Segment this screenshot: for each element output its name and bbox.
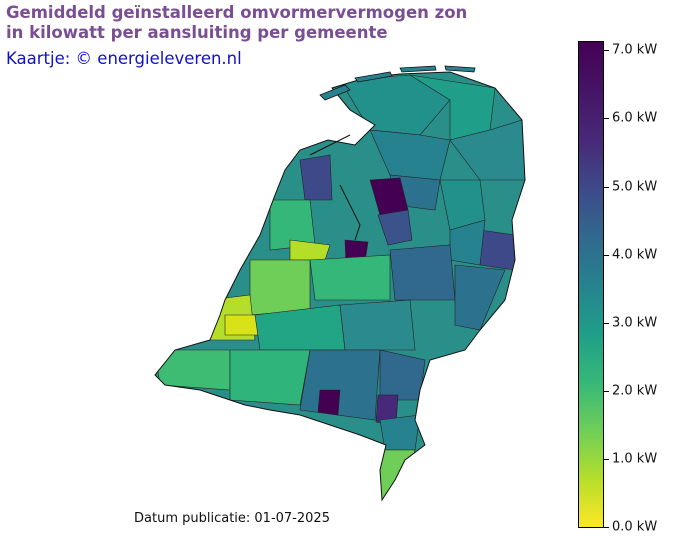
- map-title-line-2: in kilowatt per aansluiting per gemeente: [6, 23, 388, 42]
- colorbar-tick-2: [604, 391, 609, 392]
- map-credit: Kaartje: © energieleveren.nl: [6, 49, 242, 68]
- colorbar-label-3: 3.0 kW: [612, 315, 658, 331]
- colorbar-tick-7: [604, 50, 609, 51]
- colorbar-tick-1: [604, 459, 609, 460]
- colorbar-label-4: 4.0 kW: [612, 247, 658, 263]
- municipality-fills: [155, 72, 525, 500]
- colorbar-tick-4: [604, 255, 609, 256]
- colorbar-tick-5: [604, 187, 609, 188]
- colorbar-label-7: 7.0 kW: [612, 42, 658, 58]
- colorbar-tick-6: [604, 118, 609, 119]
- wadden-islands: [319, 65, 476, 101]
- colorbar-label-2: 2.0 kW: [612, 383, 658, 399]
- netherlands-outline: [154, 71, 526, 502]
- colorbar-label-6: 6.0 kW: [612, 110, 658, 126]
- colorbar-label-1: 1.0 kW: [612, 451, 658, 467]
- colorbar-label-0: 0.0 kW: [612, 519, 658, 535]
- colorbar-tick-0: [604, 527, 609, 528]
- colorbar-label-5: 5.0 kW: [612, 179, 658, 195]
- map-title-line-1: Gemiddeld geïnstalleerd omvormervermogen…: [6, 3, 468, 22]
- colorbar-tick-3: [604, 323, 609, 324]
- publication-date: Datum publicatie: 01-07-2025: [134, 511, 330, 526]
- ijsselmeer-dikes: [309, 134, 361, 241]
- colorbar: [578, 41, 604, 528]
- map-title: Gemiddeld geïnstalleerd omvormervermogen…: [6, 3, 467, 43]
- netherlands-municipality-map: [154, 65, 526, 502]
